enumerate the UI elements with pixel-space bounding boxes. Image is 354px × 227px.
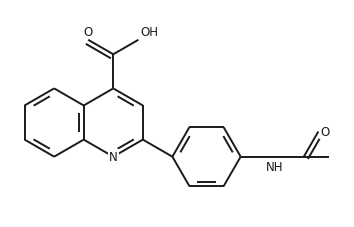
Text: N: N (109, 151, 118, 163)
Text: OH: OH (140, 26, 158, 39)
Text: O: O (84, 26, 93, 39)
Text: O: O (320, 126, 329, 138)
Text: NH: NH (266, 160, 284, 173)
